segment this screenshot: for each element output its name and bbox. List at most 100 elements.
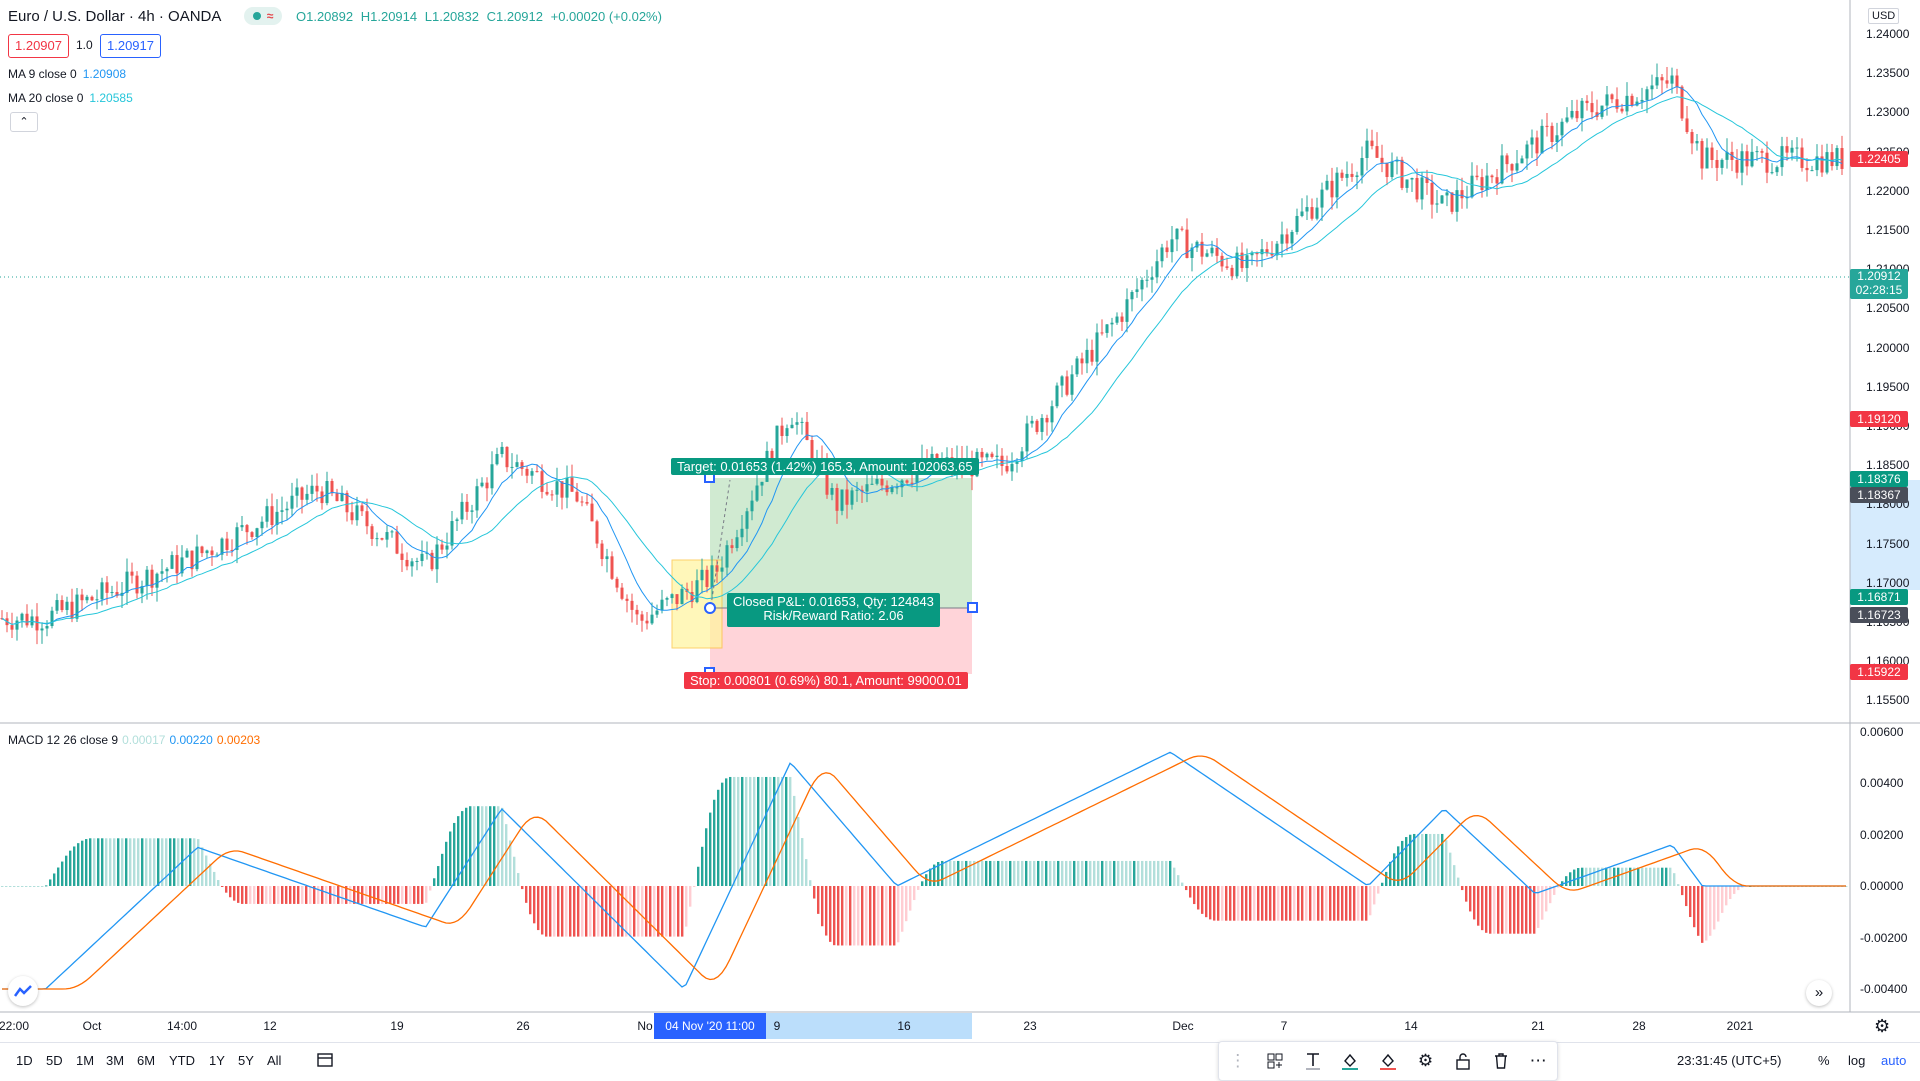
- macd-histogram-bar: [1485, 886, 1488, 933]
- range-button-1m[interactable]: 1M: [76, 1053, 95, 1068]
- entry-handle[interactable]: [704, 602, 716, 614]
- percent-toggle[interactable]: %: [1818, 1053, 1830, 1068]
- macd-histogram-bar: [1677, 884, 1680, 886]
- log-toggle[interactable]: log: [1848, 1053, 1866, 1068]
- macd-histogram-bar: [1389, 861, 1392, 886]
- candle-body: [770, 450, 774, 464]
- currency-label[interactable]: USD: [1868, 8, 1900, 24]
- macd-histogram-bar: [597, 886, 600, 937]
- sell-button[interactable]: 1.20907: [8, 34, 69, 58]
- candle-body: [1130, 292, 1134, 300]
- date-range-calendar-icon[interactable]: [316, 1051, 334, 1074]
- ohlc-high: H1.20914: [360, 9, 418, 24]
- pnl-label[interactable]: Closed P&L: 0.01653, Qty: 124843 Risk/Re…: [727, 593, 940, 627]
- macd-histogram-bar: [1505, 886, 1508, 934]
- text-style-icon[interactable]: [1300, 1048, 1326, 1074]
- fill-color-up-icon[interactable]: [1337, 1048, 1363, 1074]
- macd-histogram-bar: [205, 855, 208, 886]
- macd-tick: 0.00400: [1860, 776, 1904, 790]
- range-button-6m[interactable]: 6M: [137, 1053, 156, 1068]
- macd-histogram-bar: [533, 886, 536, 924]
- macd-histogram-bar: [245, 886, 248, 904]
- ohlc-low: L1.20832: [424, 9, 479, 24]
- target-label[interactable]: Target: 0.01653 (1.42%) 165.3, Amount: 1…: [671, 458, 979, 475]
- candle-body: [505, 446, 509, 468]
- candle-body: [1680, 86, 1684, 119]
- candle-body: [1065, 376, 1069, 395]
- collapse-legend-button[interactable]: ⌃: [10, 112, 38, 132]
- candle-body: [805, 421, 809, 441]
- fill-color-down-icon[interactable]: [1375, 1048, 1401, 1074]
- candle-body: [45, 626, 49, 629]
- candle-body: [570, 477, 574, 492]
- candle-body: [905, 480, 909, 483]
- macd-histogram-bar: [961, 860, 964, 886]
- macd-histogram-bar: [1657, 867, 1660, 886]
- settings-icon[interactable]: ⚙: [1417, 1051, 1434, 1070]
- symbol-title[interactable]: Euro / U.S. Dollar · 4h · OANDA: [8, 8, 222, 25]
- macd-histogram-bar: [497, 806, 500, 886]
- buy-button[interactable]: 1.20917: [100, 34, 161, 58]
- range-button-3m[interactable]: 3M: [106, 1053, 125, 1068]
- candle-body: [1085, 349, 1089, 364]
- templates-icon[interactable]: [1262, 1048, 1288, 1074]
- clock[interactable]: 23:31:45 (UTC+5): [1677, 1053, 1782, 1068]
- macd-histogram-bar: [1025, 860, 1028, 886]
- candle-body: [110, 592, 114, 594]
- current-price-value: 1.20912: [1857, 269, 1901, 283]
- candle-body: [185, 550, 189, 558]
- candle-body: [310, 485, 314, 494]
- candle-body: [1010, 463, 1014, 472]
- macd-histogram-bar: [1665, 867, 1668, 886]
- macd-histogram-bar: [241, 886, 244, 904]
- range-button-all[interactable]: All: [267, 1053, 282, 1068]
- more-options-icon[interactable]: ⋯: [1529, 1051, 1547, 1070]
- macd-histogram-bar: [621, 886, 624, 937]
- macd-histogram-bar: [1437, 833, 1440, 886]
- macd-legend[interactable]: MACD 12 26 close 9 0.00017 0.00220 0.00203: [8, 733, 260, 747]
- candle-body: [610, 556, 614, 579]
- range-button-5y[interactable]: 5Y: [238, 1053, 254, 1068]
- time-tick: 9: [773, 1019, 781, 1033]
- candle-body: [800, 421, 804, 423]
- candle-body: [1490, 175, 1494, 178]
- range-button-1d[interactable]: 1D: [16, 1053, 33, 1068]
- candle-body: [265, 506, 269, 522]
- candle-body: [35, 616, 39, 631]
- stop-label[interactable]: Stop: 0.00801 (0.69%) 80.1, Amount: 9900…: [684, 672, 968, 689]
- scroll-to-realtime-button[interactable]: »: [1806, 980, 1832, 1006]
- candle-body: [1775, 167, 1779, 173]
- candle-body: [140, 586, 144, 594]
- trash-icon[interactable]: [1488, 1048, 1514, 1074]
- candle-body: [1790, 147, 1794, 153]
- candle-body: [795, 422, 799, 425]
- macd-histogram-bar: [1733, 886, 1736, 894]
- auto-toggle[interactable]: auto: [1881, 1053, 1907, 1068]
- candle-body: [1765, 152, 1769, 173]
- price-tick: 1.17500: [1866, 536, 1910, 551]
- macd-tick: 0.00200: [1860, 827, 1904, 842]
- ma9-legend[interactable]: MA 9 close 0 1.20908: [8, 67, 126, 81]
- candle-body: [130, 571, 134, 576]
- macd-histogram-bar: [685, 886, 688, 927]
- candle-body: [1830, 152, 1834, 167]
- macd-histogram-bar: [1621, 867, 1624, 886]
- range-button-1y[interactable]: 1Y: [209, 1053, 225, 1068]
- macd-histogram-bar: [1417, 833, 1420, 886]
- macd-histogram-bar: [549, 886, 552, 937]
- macd-histogram-bar: [1225, 886, 1228, 921]
- macd-histogram-bar: [1057, 860, 1060, 886]
- drag-handle-icon[interactable]: ⋮: [1229, 1051, 1247, 1070]
- range-button-5d[interactable]: 5D: [46, 1053, 63, 1068]
- macd-histogram-bar: [1217, 886, 1220, 921]
- lock-icon[interactable]: [1450, 1048, 1476, 1074]
- width-handle[interactable]: [967, 602, 978, 613]
- ohlc-close: C1.20912: [486, 9, 543, 24]
- range-button-ytd[interactable]: YTD: [169, 1053, 195, 1068]
- tradingview-logo-icon[interactable]: [8, 976, 38, 1006]
- macd-histogram-bar: [1, 886, 4, 887]
- settings-gear-icon[interactable]: ⚙: [1874, 1016, 1891, 1036]
- ma20-legend[interactable]: MA 20 close 0 1.20585: [8, 91, 133, 105]
- order-quantity[interactable]: 1.0: [76, 38, 93, 52]
